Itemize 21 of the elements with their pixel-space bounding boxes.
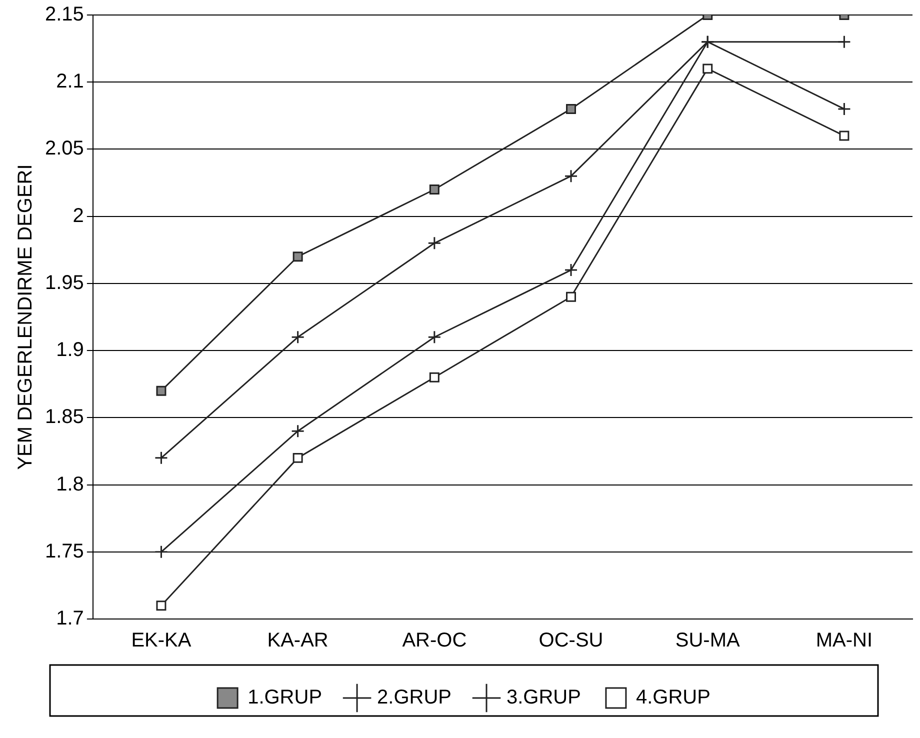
- y-tick-label: 2.1: [56, 70, 84, 93]
- y-axis-title: YEM DEGERLENDIRME DEGERI: [14, 164, 37, 470]
- y-tick-label: 1.9: [56, 339, 84, 362]
- y-tick-label: 1.75: [44, 540, 84, 562]
- legend-label: 1.GRUP: [248, 686, 322, 709]
- y-tick-label: 2.15: [44, 4, 84, 26]
- x-tick-label: SU-MA: [675, 630, 740, 652]
- x-tick-label: AR-OC: [402, 630, 467, 652]
- x-tick-label: KA-AR: [267, 630, 328, 652]
- y-tick-label: 1.7: [56, 608, 84, 630]
- y-tick-label: 2: [72, 204, 84, 227]
- y-tick-label: 1.85: [44, 406, 84, 428]
- x-tick-label: MA-NI: [816, 630, 873, 652]
- legend-label: 4.GRUP: [636, 686, 710, 709]
- x-tick-label: EK-KA: [131, 630, 192, 652]
- legend-label: 3.GRUP: [506, 686, 581, 709]
- y-tick-label: 1.95: [44, 272, 84, 294]
- y-tick-label: 1.8: [56, 473, 84, 496]
- legend-label: 2.GRUP: [377, 686, 452, 709]
- y-tick-label: 2.05: [44, 138, 84, 160]
- x-tick-label: OC-SU: [538, 630, 604, 652]
